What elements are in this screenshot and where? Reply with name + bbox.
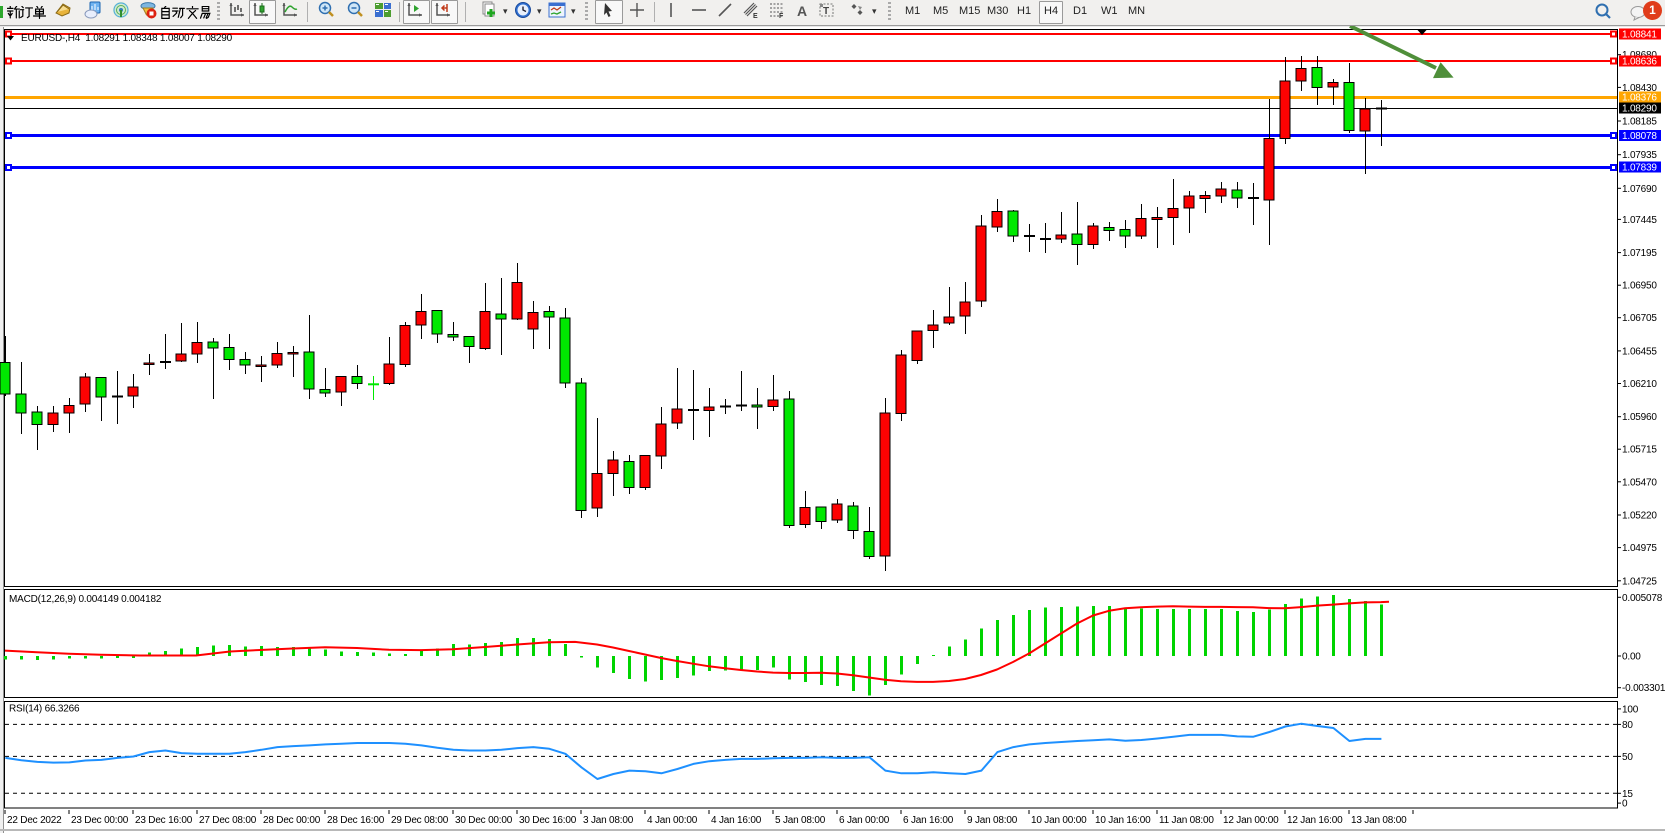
svg-text:23 Dec 00:00: 23 Dec 00:00: [71, 815, 129, 826]
svg-text:28 Dec 00:00: 28 Dec 00:00: [263, 815, 321, 826]
svg-text:0.00: 0.00: [1622, 652, 1641, 663]
svg-text:50: 50: [1622, 752, 1633, 763]
svg-text:1.08078: 1.08078: [1622, 131, 1657, 142]
svg-text:RSI(14) 66.3266: RSI(14) 66.3266: [9, 703, 80, 714]
svg-text:T: T: [823, 6, 829, 17]
svg-text:27 Dec 08:00: 27 Dec 08:00: [199, 815, 257, 826]
svg-text:1.04725: 1.04725: [1622, 576, 1657, 587]
svg-text:30 Dec 16:00: 30 Dec 16:00: [519, 815, 577, 826]
svg-text:1.05470: 1.05470: [1622, 477, 1657, 488]
svg-text:MACD(12,26,9) 0.004149 0.00418: MACD(12,26,9) 0.004149 0.004182: [9, 594, 162, 605]
svg-text:0: 0: [1622, 799, 1628, 810]
svg-text:12 Jan 00:00: 12 Jan 00:00: [1223, 815, 1279, 826]
svg-text:F: F: [779, 13, 784, 19]
svg-text:1.06705: 1.06705: [1622, 313, 1657, 324]
svg-text:4 Jan 00:00: 4 Jan 00:00: [647, 815, 698, 826]
svg-text:100: 100: [1622, 704, 1639, 715]
svg-text:1.08636: 1.08636: [1622, 57, 1657, 68]
svg-text:13 Jan 08:00: 13 Jan 08:00: [1351, 815, 1407, 826]
svg-text:1.05220: 1.05220: [1622, 511, 1657, 522]
svg-text:1.07445: 1.07445: [1622, 215, 1657, 226]
svg-text:6 Jan 00:00: 6 Jan 00:00: [839, 815, 890, 826]
svg-text:1.08841: 1.08841: [1622, 29, 1657, 40]
svg-text:1.06455: 1.06455: [1622, 346, 1657, 357]
svg-text:1.05715: 1.05715: [1622, 445, 1657, 456]
svg-text:1.08185: 1.08185: [1622, 117, 1657, 128]
svg-text:1.05960: 1.05960: [1622, 412, 1657, 423]
svg-text:12 Jan 16:00: 12 Jan 16:00: [1287, 815, 1343, 826]
svg-text:11 Jan 08:00: 11 Jan 08:00: [1159, 815, 1214, 826]
svg-text:9 Jan 08:00: 9 Jan 08:00: [967, 815, 1018, 826]
svg-text:23 Dec 16:00: 23 Dec 16:00: [135, 815, 193, 826]
svg-text:10 Jan 00:00: 10 Jan 00:00: [1031, 815, 1087, 826]
svg-text:1.04975: 1.04975: [1622, 543, 1657, 554]
svg-text:1.07935: 1.07935: [1622, 150, 1657, 161]
svg-text:1.07690: 1.07690: [1622, 184, 1657, 195]
svg-text:3 Jan 08:00: 3 Jan 08:00: [583, 815, 634, 826]
svg-text:6 Jan 16:00: 6 Jan 16:00: [903, 815, 954, 826]
svg-text:1.08376: 1.08376: [1622, 93, 1657, 104]
svg-text:1.08430: 1.08430: [1622, 83, 1657, 94]
svg-text:4 Jan 16:00: 4 Jan 16:00: [711, 815, 762, 826]
svg-text:22 Dec 2022: 22 Dec 2022: [7, 815, 62, 826]
svg-text:1.08290: 1.08290: [1622, 104, 1657, 115]
svg-text:EURUSD-,H4 1.08291 1.08348 1.: EURUSD-,H4 1.08291 1.08348 1.08007 1.082…: [21, 33, 233, 44]
svg-text:15: 15: [1622, 789, 1633, 800]
svg-text:1.06950: 1.06950: [1622, 281, 1657, 292]
svg-text:80: 80: [1622, 720, 1633, 731]
svg-text:29 Dec 08:00: 29 Dec 08:00: [391, 815, 449, 826]
svg-text:5 Jan 08:00: 5 Jan 08:00: [775, 815, 826, 826]
svg-text:10 Jan 16:00: 10 Jan 16:00: [1095, 815, 1151, 826]
svg-text:30 Dec 00:00: 30 Dec 00:00: [455, 815, 513, 826]
svg-text:28 Dec 16:00: 28 Dec 16:00: [327, 815, 385, 826]
svg-text:-0.003301: -0.003301: [1622, 683, 1665, 694]
svg-text:1.07839: 1.07839: [1622, 163, 1657, 174]
svg-text:0.005078: 0.005078: [1622, 593, 1663, 604]
svg-text:E: E: [753, 13, 758, 19]
svg-text:1.06210: 1.06210: [1622, 379, 1657, 390]
svg-text:1.07195: 1.07195: [1622, 248, 1657, 259]
